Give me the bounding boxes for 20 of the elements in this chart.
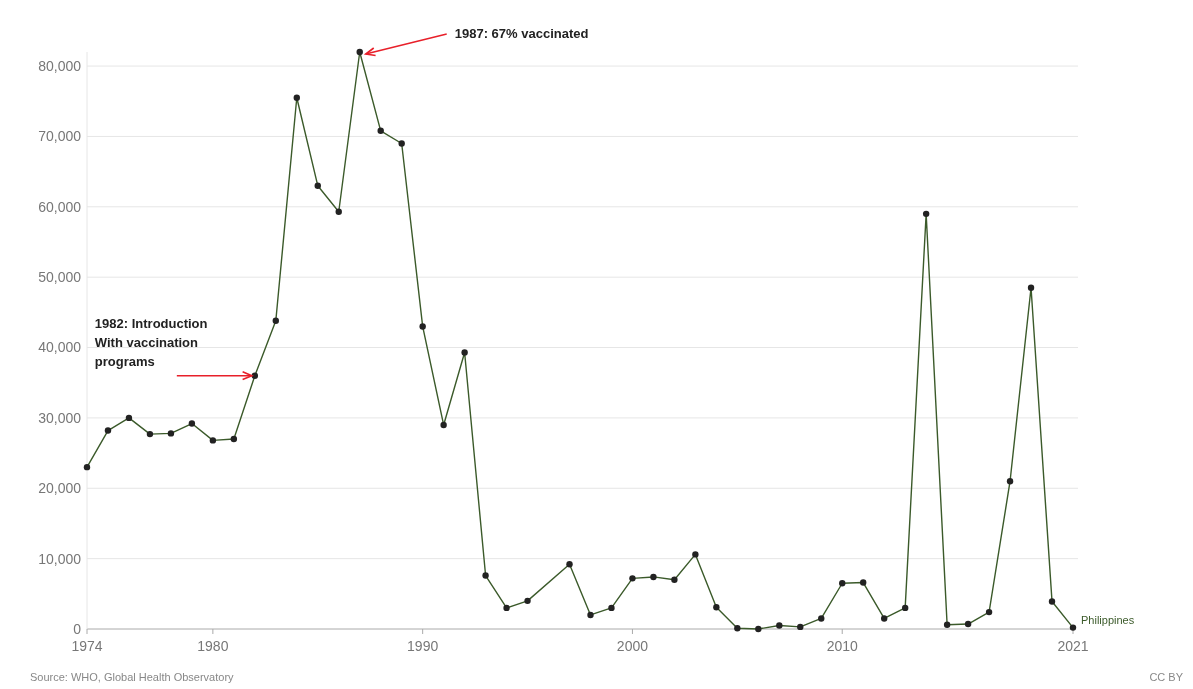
y-tick-label: 40,000	[38, 339, 82, 356]
y-tick-label: 30,000	[38, 409, 82, 426]
y-tick-label: 0	[73, 620, 82, 637]
y-tick-label: 10,000	[38, 550, 82, 567]
series-label: Philippines	[1081, 613, 1135, 626]
x-tick-label: 1974	[71, 638, 103, 654]
x-tick-label: 2010	[826, 638, 859, 654]
source-note: Source: WHO, Global Health Observatory	[30, 671, 235, 683]
y-tick-label: 20,000	[38, 480, 82, 497]
x-tick-label: 2000	[616, 638, 649, 654]
y-tick-label: 70,000	[38, 128, 82, 145]
annotation: 1982: Introduction With vaccination programs	[94, 315, 208, 369]
x-tick-label: 1980	[197, 638, 229, 654]
x-tick-label: 2021	[1057, 638, 1089, 654]
x-tick-label: 1990	[407, 638, 439, 654]
annotation: 1987: 67% vaccinated	[454, 26, 589, 41]
text: CC BY	[1149, 671, 1184, 683]
y-tick-label: 50,000	[38, 269, 82, 286]
y-tick-label: 80,000	[38, 57, 82, 74]
y-tick-label: 60,000	[38, 198, 82, 215]
